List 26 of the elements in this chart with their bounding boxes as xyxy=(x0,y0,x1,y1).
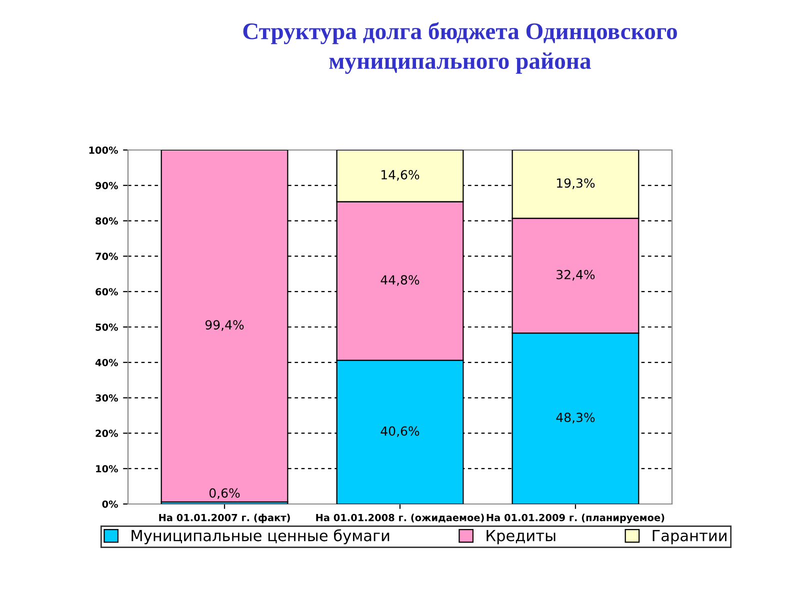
x-tick-label: На 01.01.2008 г. (ожидаемое) xyxy=(316,514,484,522)
y-tick-label: 80% xyxy=(96,217,118,225)
legend-label: Муниципальные ценные бумаги xyxy=(132,529,390,544)
data-label: 14,6% xyxy=(382,170,420,181)
y-tick-label: 50% xyxy=(96,323,118,331)
data-label: 44,8% xyxy=(380,275,420,286)
y-tick-label: 30% xyxy=(96,394,118,402)
data-label: 48,3% xyxy=(556,412,595,424)
y-tick-label: 100% xyxy=(89,146,118,154)
legend-label: Кредиты xyxy=(486,530,556,544)
data-label: 99,4% xyxy=(205,320,244,331)
data-label: 32,4% xyxy=(556,270,595,281)
y-tick-label: 10% xyxy=(96,465,118,472)
y-tick-label: 70% xyxy=(96,252,118,260)
y-tick-label: 60% xyxy=(96,288,118,296)
legend-label: Гарантии xyxy=(652,530,726,544)
x-tick-label: На 01.01.2009 г. (планируемое) xyxy=(486,514,664,524)
data-label: 0,6% xyxy=(209,488,240,499)
y-tick-label: 20% xyxy=(96,430,118,438)
y-tick-label: 90% xyxy=(96,182,118,190)
data-label: 19,3% xyxy=(557,178,595,190)
y-tick-label: 40% xyxy=(95,358,118,366)
y-tick-label: 0% xyxy=(102,500,118,508)
chart-title: Структура долга бюджета Одинцовского муниципального района xyxy=(243,22,677,74)
x-tick-label: На 01.01.2007 г. (факт) xyxy=(159,514,290,524)
data-label: 40,6% xyxy=(380,426,420,438)
